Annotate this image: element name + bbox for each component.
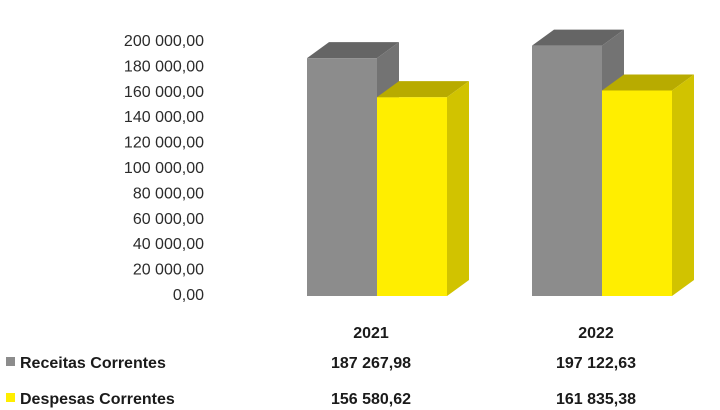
y-tick-label: 120 000,00 bbox=[124, 135, 204, 152]
bar-top-face bbox=[377, 81, 469, 98]
legend-key bbox=[6, 393, 15, 402]
bar-side-face bbox=[672, 74, 694, 296]
legend-key bbox=[6, 357, 15, 366]
y-tick-label: 80 000,00 bbox=[133, 185, 204, 202]
bars bbox=[307, 29, 694, 297]
data-label: 187 267,98 bbox=[331, 355, 411, 372]
legend-label: Receitas Correntes bbox=[20, 355, 166, 372]
bar-despesas-correntes-2021 bbox=[377, 81, 469, 297]
x-category-label: 2021 bbox=[353, 325, 389, 342]
x-category-label: 2022 bbox=[578, 325, 614, 342]
y-tick-label: 60 000,00 bbox=[133, 211, 204, 228]
bar-front-face bbox=[307, 58, 377, 297]
bar-top-face bbox=[532, 29, 624, 46]
legend-label: Despesas Correntes bbox=[20, 391, 175, 408]
y-tick-label: 0,00 bbox=[173, 287, 204, 304]
y-tick-label: 20 000,00 bbox=[133, 262, 204, 279]
data-table-row: Despesas Correntes 156 580,62 161 835,38 bbox=[6, 391, 636, 408]
y-tick-label: 200 000,00 bbox=[124, 33, 204, 50]
y-tick-label: 180 000,00 bbox=[124, 58, 204, 75]
bar-despesas-correntes-2022 bbox=[602, 74, 694, 296]
x-axis-categories: 2021 2022 bbox=[353, 325, 614, 342]
data-label: 161 835,38 bbox=[556, 391, 636, 408]
bar-front-face bbox=[602, 90, 672, 296]
data-label: 197 122,63 bbox=[556, 355, 636, 372]
bar-front-face bbox=[377, 97, 447, 297]
bar-top-face bbox=[307, 42, 399, 59]
y-tick-label: 40 000,00 bbox=[133, 236, 204, 253]
bar-front-face bbox=[532, 45, 602, 296]
bar-top-face bbox=[602, 74, 694, 91]
y-axis: 0,00 20 000,00 40 000,00 60 000,00 80 000,00… bbox=[124, 33, 204, 304]
y-tick-label: 140 000,00 bbox=[124, 109, 204, 126]
bar-side-face bbox=[447, 81, 469, 297]
y-tick-label: 160 000,00 bbox=[124, 84, 204, 101]
data-table-row: Receitas Correntes 187 267,98 197 122,63 bbox=[6, 355, 636, 372]
y-tick-label: 100 000,00 bbox=[124, 160, 204, 177]
data-table: Receitas Correntes 187 267,98 197 122,63 De… bbox=[6, 355, 636, 408]
data-label: 156 580,62 bbox=[331, 391, 411, 408]
